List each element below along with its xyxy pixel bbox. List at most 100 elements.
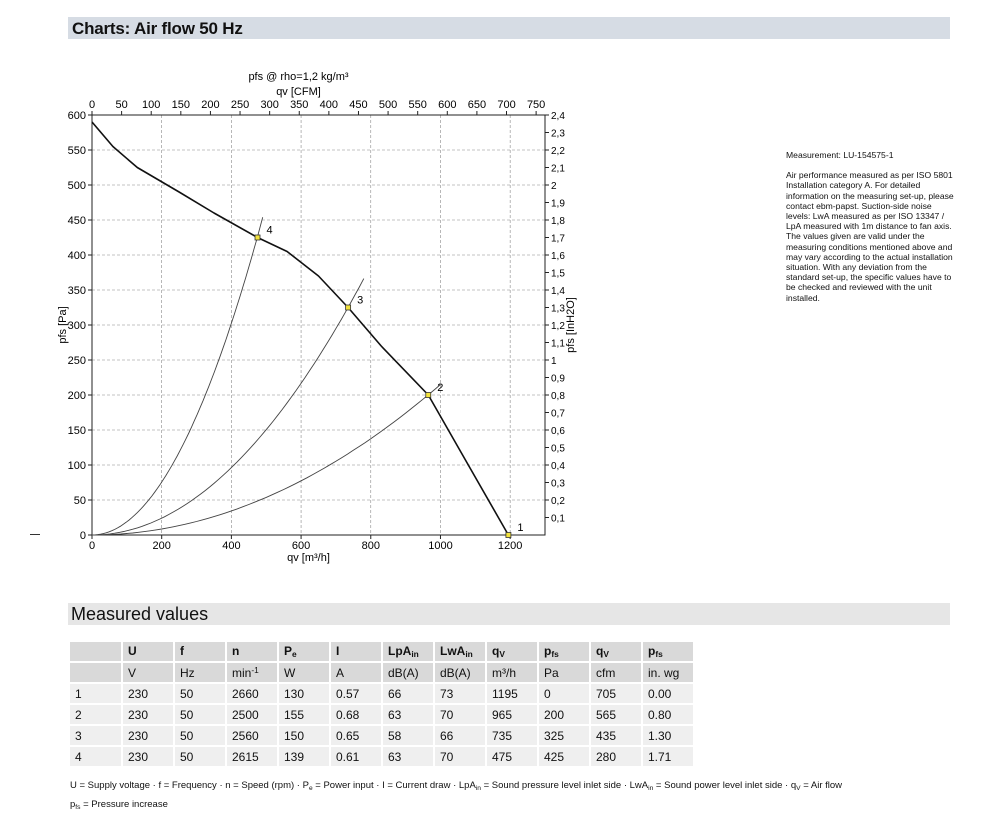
table-unit-cell: Pa xyxy=(539,663,589,682)
y2-tick-label: 1,5 xyxy=(551,269,565,280)
x2-tick-label: 350 xyxy=(290,99,308,111)
operating-point-1 xyxy=(505,532,512,538)
x-tick-label: 0 xyxy=(89,540,95,552)
table-cell: 435 xyxy=(591,726,641,745)
air-flow-chart: 0 200 400 600 800 1000 12000501001502002503003… xyxy=(57,71,577,564)
y2-tick-label: 1,9 xyxy=(551,199,565,210)
table-cell: 425 xyxy=(539,747,589,766)
x2-axis-label: qv [CFM] xyxy=(276,86,321,98)
table-header-cell: Pe xyxy=(279,642,329,661)
y2-tick-label: 1,6 xyxy=(551,251,565,262)
table-cell: 0.00 xyxy=(643,684,693,703)
plot-frame xyxy=(91,114,546,536)
y2-tick-label: 0,2 xyxy=(551,496,565,507)
x2-tick-label: 150 xyxy=(172,99,190,111)
y2-tick-label: 0,4 xyxy=(551,461,565,472)
y2-tick-label: 0,5 xyxy=(551,444,565,455)
x2-tick-label: 600 xyxy=(438,99,456,111)
x2-tick-label: 450 xyxy=(349,99,367,111)
table-cell: 0.80 xyxy=(643,705,693,724)
x2-tick-label: 550 xyxy=(409,99,427,111)
measurement-description: Air performance measured as per ISO 5801… xyxy=(786,170,954,303)
margin-tick-mark xyxy=(30,534,40,535)
table-cell: 130 xyxy=(279,684,329,703)
y2-tick-label: 0,7 xyxy=(551,409,565,420)
table-cell: 70 xyxy=(435,747,485,766)
table-cell: 139 xyxy=(279,747,329,766)
fan-performance-curve xyxy=(91,121,510,536)
table-cell: 0 xyxy=(539,684,589,703)
y2-tick-label: 0,6 xyxy=(551,426,565,437)
x2-tick-label: 100 xyxy=(142,99,160,111)
table-cell: 0.57 xyxy=(331,684,381,703)
table-unit-cell: cfm xyxy=(591,663,641,682)
measured-values-title: Measured values xyxy=(71,604,209,624)
table-header-cell: n xyxy=(227,642,277,661)
y-tick-label: 100 xyxy=(68,460,86,472)
table-cell: 2660 xyxy=(227,684,277,703)
x-tick-label: 400 xyxy=(222,540,240,552)
chart-labels: 0 200 400 600 800 1000 12000501001502002503003… xyxy=(57,71,577,564)
y-tick-label: 350 xyxy=(68,285,86,297)
x2-tick-label: 650 xyxy=(468,99,486,111)
table-row: 3 230 50 2560 150 0.65 58 66 735 325 435 1.30 xyxy=(70,726,693,745)
table-unit-cell: min-1 xyxy=(227,663,277,682)
y2-tick-label: 2,1 xyxy=(551,164,565,175)
table-cell: 2560 xyxy=(227,726,277,745)
table-cell: 2500 xyxy=(227,705,277,724)
table-header-cell: f xyxy=(175,642,225,661)
y2-tick-label: 1,2 xyxy=(551,321,565,332)
table-header-cell: LpAin xyxy=(383,642,433,661)
table-unit-cell: m³/h xyxy=(487,663,537,682)
table-cell: 1.71 xyxy=(643,747,693,766)
table-cell: 1195 xyxy=(487,684,537,703)
y-tick-label: 400 xyxy=(68,250,86,262)
x2-tick-label: 200 xyxy=(201,99,219,111)
table-cell: 230 xyxy=(123,684,173,703)
table-unit-cell: dB(A) xyxy=(383,663,433,682)
y2-tick-label: 1,1 xyxy=(551,339,565,350)
abbreviation-legend: U = Supply voltage · f = Frequency · n =… xyxy=(70,778,842,816)
table-cell: 230 xyxy=(123,726,173,745)
y-tick-label: 50 xyxy=(74,495,86,507)
y2-tick-label: 0,3 xyxy=(551,479,565,490)
y-tick-label: 300 xyxy=(68,320,86,332)
table-cell: 2 xyxy=(70,705,121,724)
table-cell: 0.65 xyxy=(331,726,381,745)
x2-tick-label: 700 xyxy=(497,99,515,111)
table-cell: 1.30 xyxy=(643,726,693,745)
table-cell: 3 xyxy=(70,726,121,745)
table-unit-cell: A xyxy=(331,663,381,682)
y2-tick-label: 0,8 xyxy=(551,391,565,402)
table-header-cell xyxy=(70,642,121,661)
y2-tick-label: 1,3 xyxy=(551,304,565,315)
operating-point-label: 3 xyxy=(357,295,363,307)
x-tick-label: 1200 xyxy=(498,540,522,552)
operating-point-label: 4 xyxy=(267,225,273,237)
legend-line-1: U = Supply voltage · f = Frequency · n =… xyxy=(70,780,843,792)
measurement-notes: Measurement: LU-154575-1 Air performance… xyxy=(786,150,956,313)
y2-tick-label: 2,4 xyxy=(551,111,565,122)
table-cell: 1 xyxy=(70,684,121,703)
chart-curves xyxy=(91,121,512,538)
x2-tick-label: 0 xyxy=(89,99,95,111)
x-tick-label: 1000 xyxy=(428,540,452,552)
table-cell: 705 xyxy=(591,684,641,703)
table-cell: 63 xyxy=(383,705,433,724)
table-cell: 475 xyxy=(487,747,537,766)
table-unit-cell: Hz xyxy=(175,663,225,682)
table-cell: 965 xyxy=(487,705,537,724)
y-axis-label: pfs [Pa] xyxy=(57,306,69,343)
y-tick-label: 550 xyxy=(68,145,86,157)
table-header-cell: U xyxy=(123,642,173,661)
y2-tick-label: 1 xyxy=(551,356,557,367)
table-cell: 155 xyxy=(279,705,329,724)
measurement-id: Measurement: LU-154575-1 xyxy=(786,150,894,160)
page-title: Charts: Air flow 50 Hz xyxy=(72,19,243,38)
table-cell: 0.68 xyxy=(331,705,381,724)
table-cell: 63 xyxy=(383,747,433,766)
table-cell: 230 xyxy=(123,747,173,766)
y2-tick-label: 1,8 xyxy=(551,216,565,227)
